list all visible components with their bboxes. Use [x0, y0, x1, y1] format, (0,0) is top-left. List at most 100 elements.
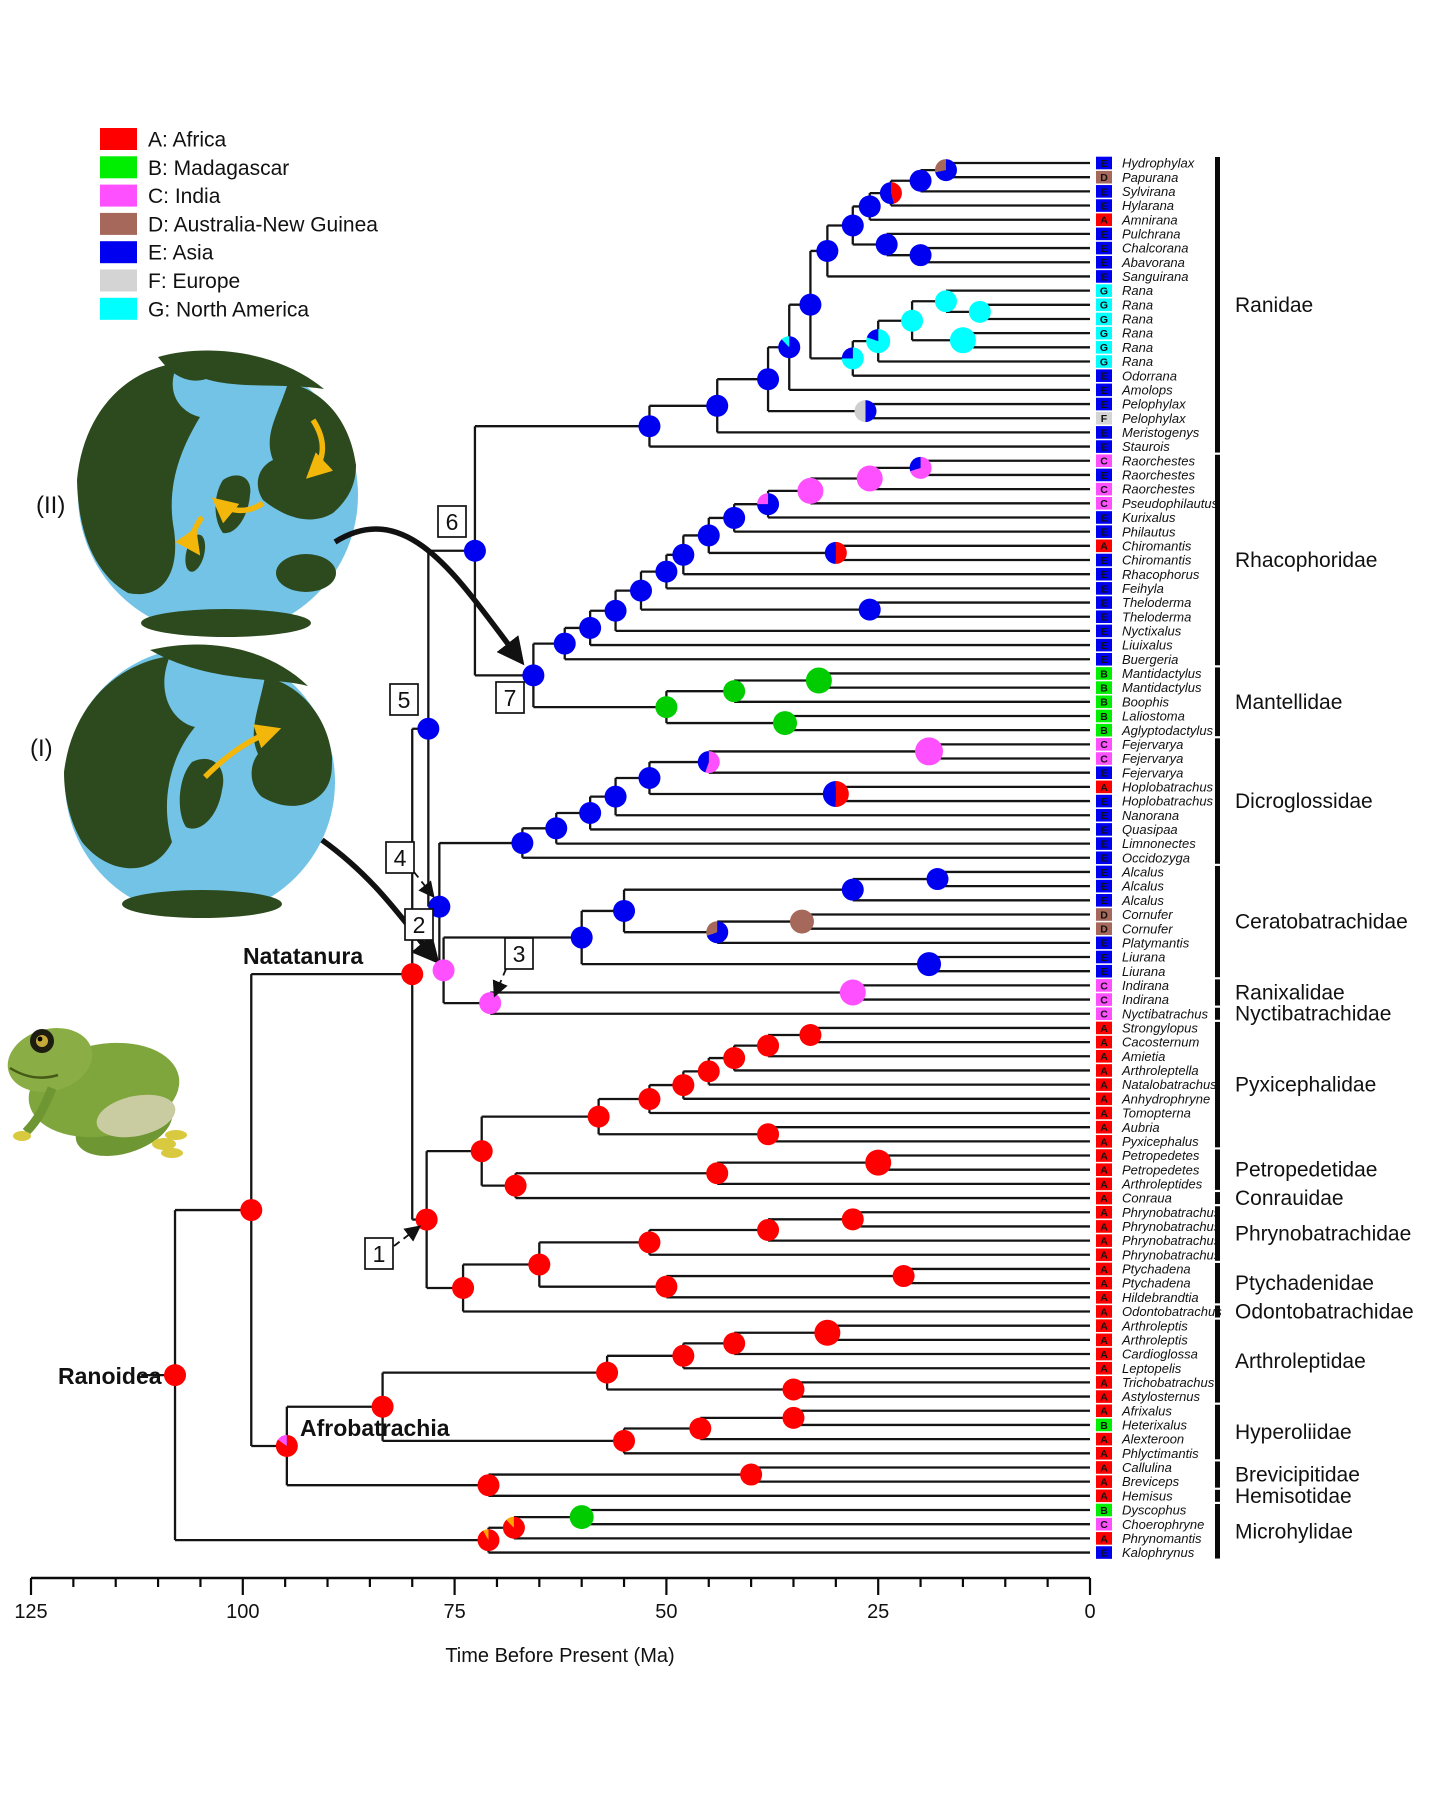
ancestral-node-dot — [782, 1378, 805, 1401]
region-letter: A — [1100, 1136, 1108, 1148]
region-letter: E — [1100, 271, 1107, 283]
taxon-name: Kalophrynus — [1122, 1545, 1195, 1560]
region-badge — [1096, 1546, 1112, 1559]
ancestral-node-dot — [528, 1253, 551, 1276]
taxon-name: Occidozyga — [1122, 850, 1190, 865]
region-letter: E — [1100, 243, 1107, 255]
family-label: Pyxicephalidae — [1235, 1074, 1376, 1097]
region-letter: E — [1100, 427, 1107, 439]
region-letter: E — [1100, 399, 1107, 411]
region-letter: A — [1100, 1236, 1108, 1248]
taxon-name: Amolops — [1121, 382, 1173, 397]
region-letter: A — [1100, 1221, 1108, 1233]
ancestral-node-pie-slice — [824, 541, 836, 564]
ancestral-node-dot — [638, 1231, 661, 1254]
region-letter: F — [1101, 413, 1108, 425]
region-letter: G — [1100, 286, 1108, 298]
region-badge — [1096, 355, 1112, 368]
globe1-dispersal-arrow — [203, 724, 282, 779]
region-badge — [1096, 1177, 1112, 1191]
ancestral-node-dot — [858, 195, 881, 218]
region-letter: E — [1100, 158, 1107, 170]
callout-box-7 — [495, 681, 525, 714]
ancestral-node-dot — [689, 1417, 712, 1440]
region-letter: A — [1100, 1108, 1108, 1120]
ancestral-node-pie-slice — [910, 456, 932, 479]
taxon-name: Papurana — [1122, 170, 1178, 185]
taxon-name: Rana — [1122, 340, 1153, 355]
frog-pupil — [37, 1036, 43, 1042]
ancestral-node-dot — [672, 1074, 695, 1097]
taxon-name: Heterixalus — [1122, 1418, 1188, 1433]
region-letter: A — [1100, 1065, 1108, 1077]
paleomap-globe-1 — [64, 644, 335, 918]
ancestral-node-dot — [596, 1361, 619, 1384]
ancestral-node-dot — [875, 233, 898, 256]
family-label: Ranidae — [1235, 294, 1313, 317]
ancestral-node-dot — [697, 1060, 720, 1083]
region-badge — [1096, 440, 1112, 453]
region-badge — [1096, 170, 1112, 184]
taxon-name: Ptychadena — [1122, 1276, 1191, 1291]
taxon-name: Platymantis — [1122, 935, 1190, 950]
ancestral-node-dot — [604, 599, 627, 622]
region-badge — [1096, 1191, 1112, 1205]
region-badge — [1096, 652, 1112, 666]
ancestral-node-pie-slice — [706, 921, 729, 944]
taxon-name: Feihyla — [1122, 581, 1164, 596]
region-letter: A — [1100, 1094, 1108, 1106]
ancestral-node-dot — [706, 394, 729, 417]
ancestral-node-dot — [839, 979, 866, 1006]
ancestral-node-dot — [587, 1105, 610, 1128]
clade-label-ranoidea: Ranoidea — [58, 1363, 162, 1389]
region-badge — [1096, 1517, 1112, 1531]
ancestral-node-pie-slice — [835, 780, 849, 807]
region-letter: E — [1100, 512, 1107, 524]
ancestral-node-pie-slice — [477, 1529, 500, 1552]
taxon-name: Cornufer — [1122, 921, 1173, 936]
globe1-land-west — [64, 656, 195, 869]
taxon-name: Fejervarya — [1122, 765, 1183, 780]
region-badge — [1096, 1461, 1112, 1474]
region-badge — [1096, 1021, 1112, 1035]
region-badge — [1096, 1291, 1112, 1304]
region-badge — [1096, 185, 1112, 198]
region-letter: A — [1100, 1023, 1108, 1035]
taxon-name: Indirana — [1122, 992, 1169, 1007]
region-letter: E — [1100, 597, 1107, 609]
taxon-name: Quasipaa — [1122, 822, 1178, 837]
ancestral-node-dot — [569, 1505, 594, 1530]
family-bar — [1215, 1489, 1220, 1502]
region-badge — [1096, 213, 1112, 227]
taxon-name: Alcalus — [1121, 865, 1164, 880]
region-badge — [1096, 1503, 1112, 1517]
ancestral-node-dot — [415, 1208, 438, 1231]
ancestral-node-dot — [805, 667, 832, 694]
region-letter: G — [1100, 300, 1108, 312]
frog-hind-toe-2 — [165, 1130, 187, 1140]
region-letter: A — [1100, 1462, 1108, 1474]
family-bar — [1215, 1149, 1220, 1190]
ancestral-node-dot — [723, 1332, 746, 1355]
legend-label-A: A: Africa — [148, 129, 227, 152]
ancestral-node-dot — [613, 899, 636, 922]
region-badge — [1096, 284, 1112, 297]
family-label: Nyctibatrachidae — [1235, 1003, 1391, 1026]
taxon-name: Cacosternum — [1122, 1035, 1199, 1050]
region-letter: C — [1100, 1519, 1108, 1531]
taxon-name: Hylarana — [1122, 198, 1174, 213]
region-badge — [1096, 780, 1112, 794]
ancestral-area-nodes — [164, 159, 991, 1552]
region-letter: G — [1100, 356, 1108, 368]
region-letter: B — [1100, 1505, 1108, 1517]
taxon-name: Phlyctimantis — [1122, 1446, 1199, 1461]
region-letter: A — [1100, 215, 1108, 227]
taxon-name: Aglyptodactylus — [1121, 723, 1214, 738]
region-letter: B — [1100, 668, 1108, 680]
region-letter: E — [1100, 555, 1107, 567]
region-badge — [1096, 1432, 1112, 1446]
region-badge — [1096, 1120, 1112, 1134]
taxon-name: Astylosternus — [1121, 1389, 1201, 1404]
ancestral-node-dot — [968, 300, 991, 323]
region-letter: D — [1100, 924, 1108, 936]
